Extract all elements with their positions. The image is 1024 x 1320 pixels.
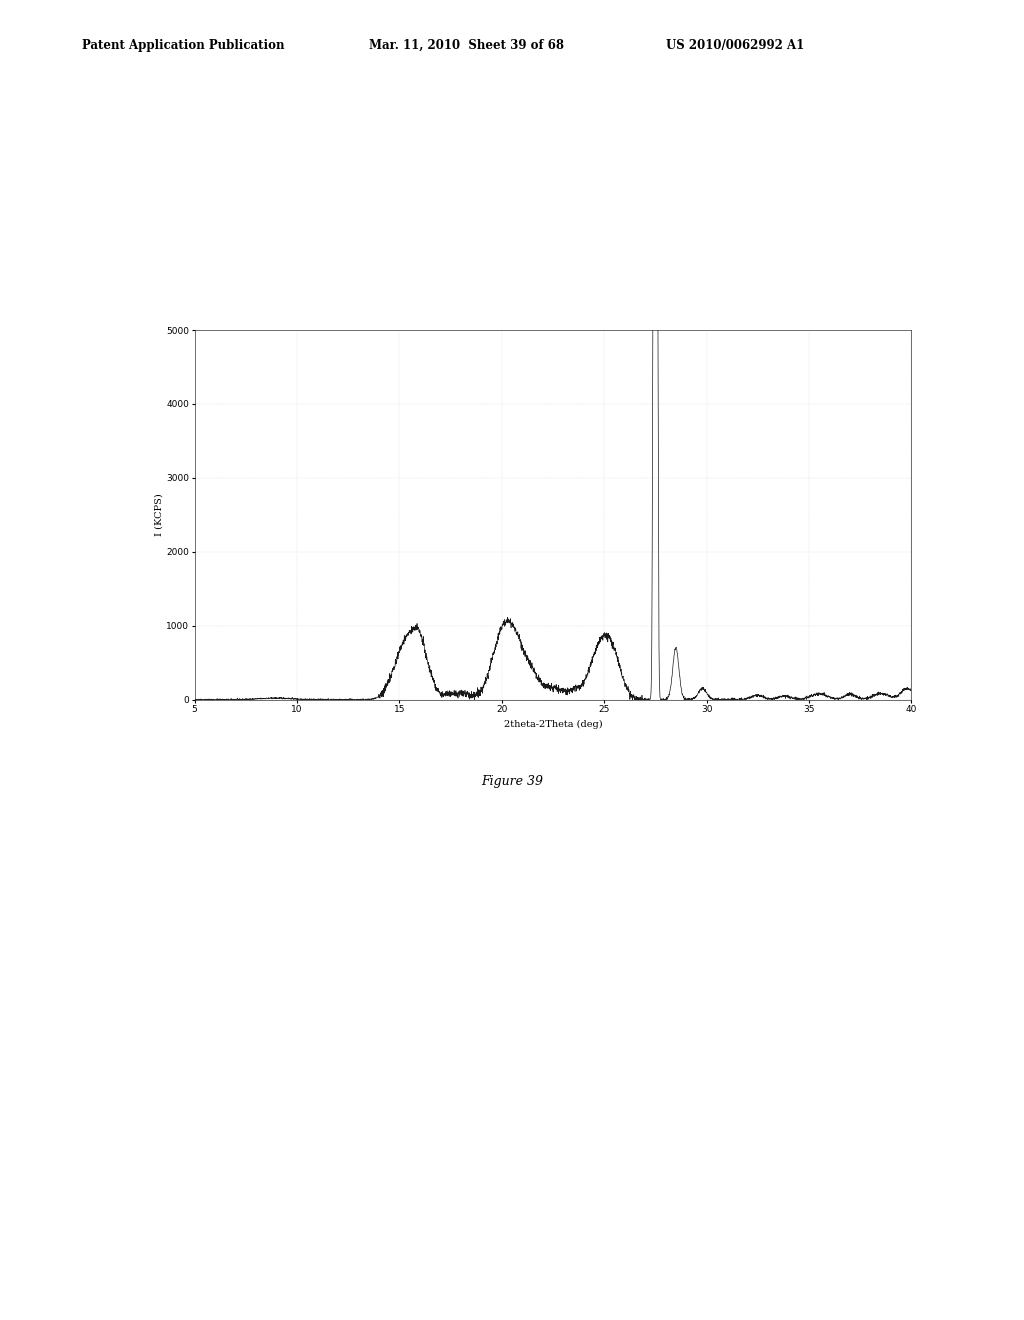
Y-axis label: I (KCPS): I (KCPS): [155, 494, 163, 536]
Text: Mar. 11, 2010  Sheet 39 of 68: Mar. 11, 2010 Sheet 39 of 68: [369, 38, 563, 51]
Text: Figure 39: Figure 39: [481, 775, 543, 788]
Text: Patent Application Publication: Patent Application Publication: [82, 38, 285, 51]
Text: US 2010/0062992 A1: US 2010/0062992 A1: [666, 38, 804, 51]
X-axis label: 2theta-2Theta (deg): 2theta-2Theta (deg): [504, 719, 602, 729]
